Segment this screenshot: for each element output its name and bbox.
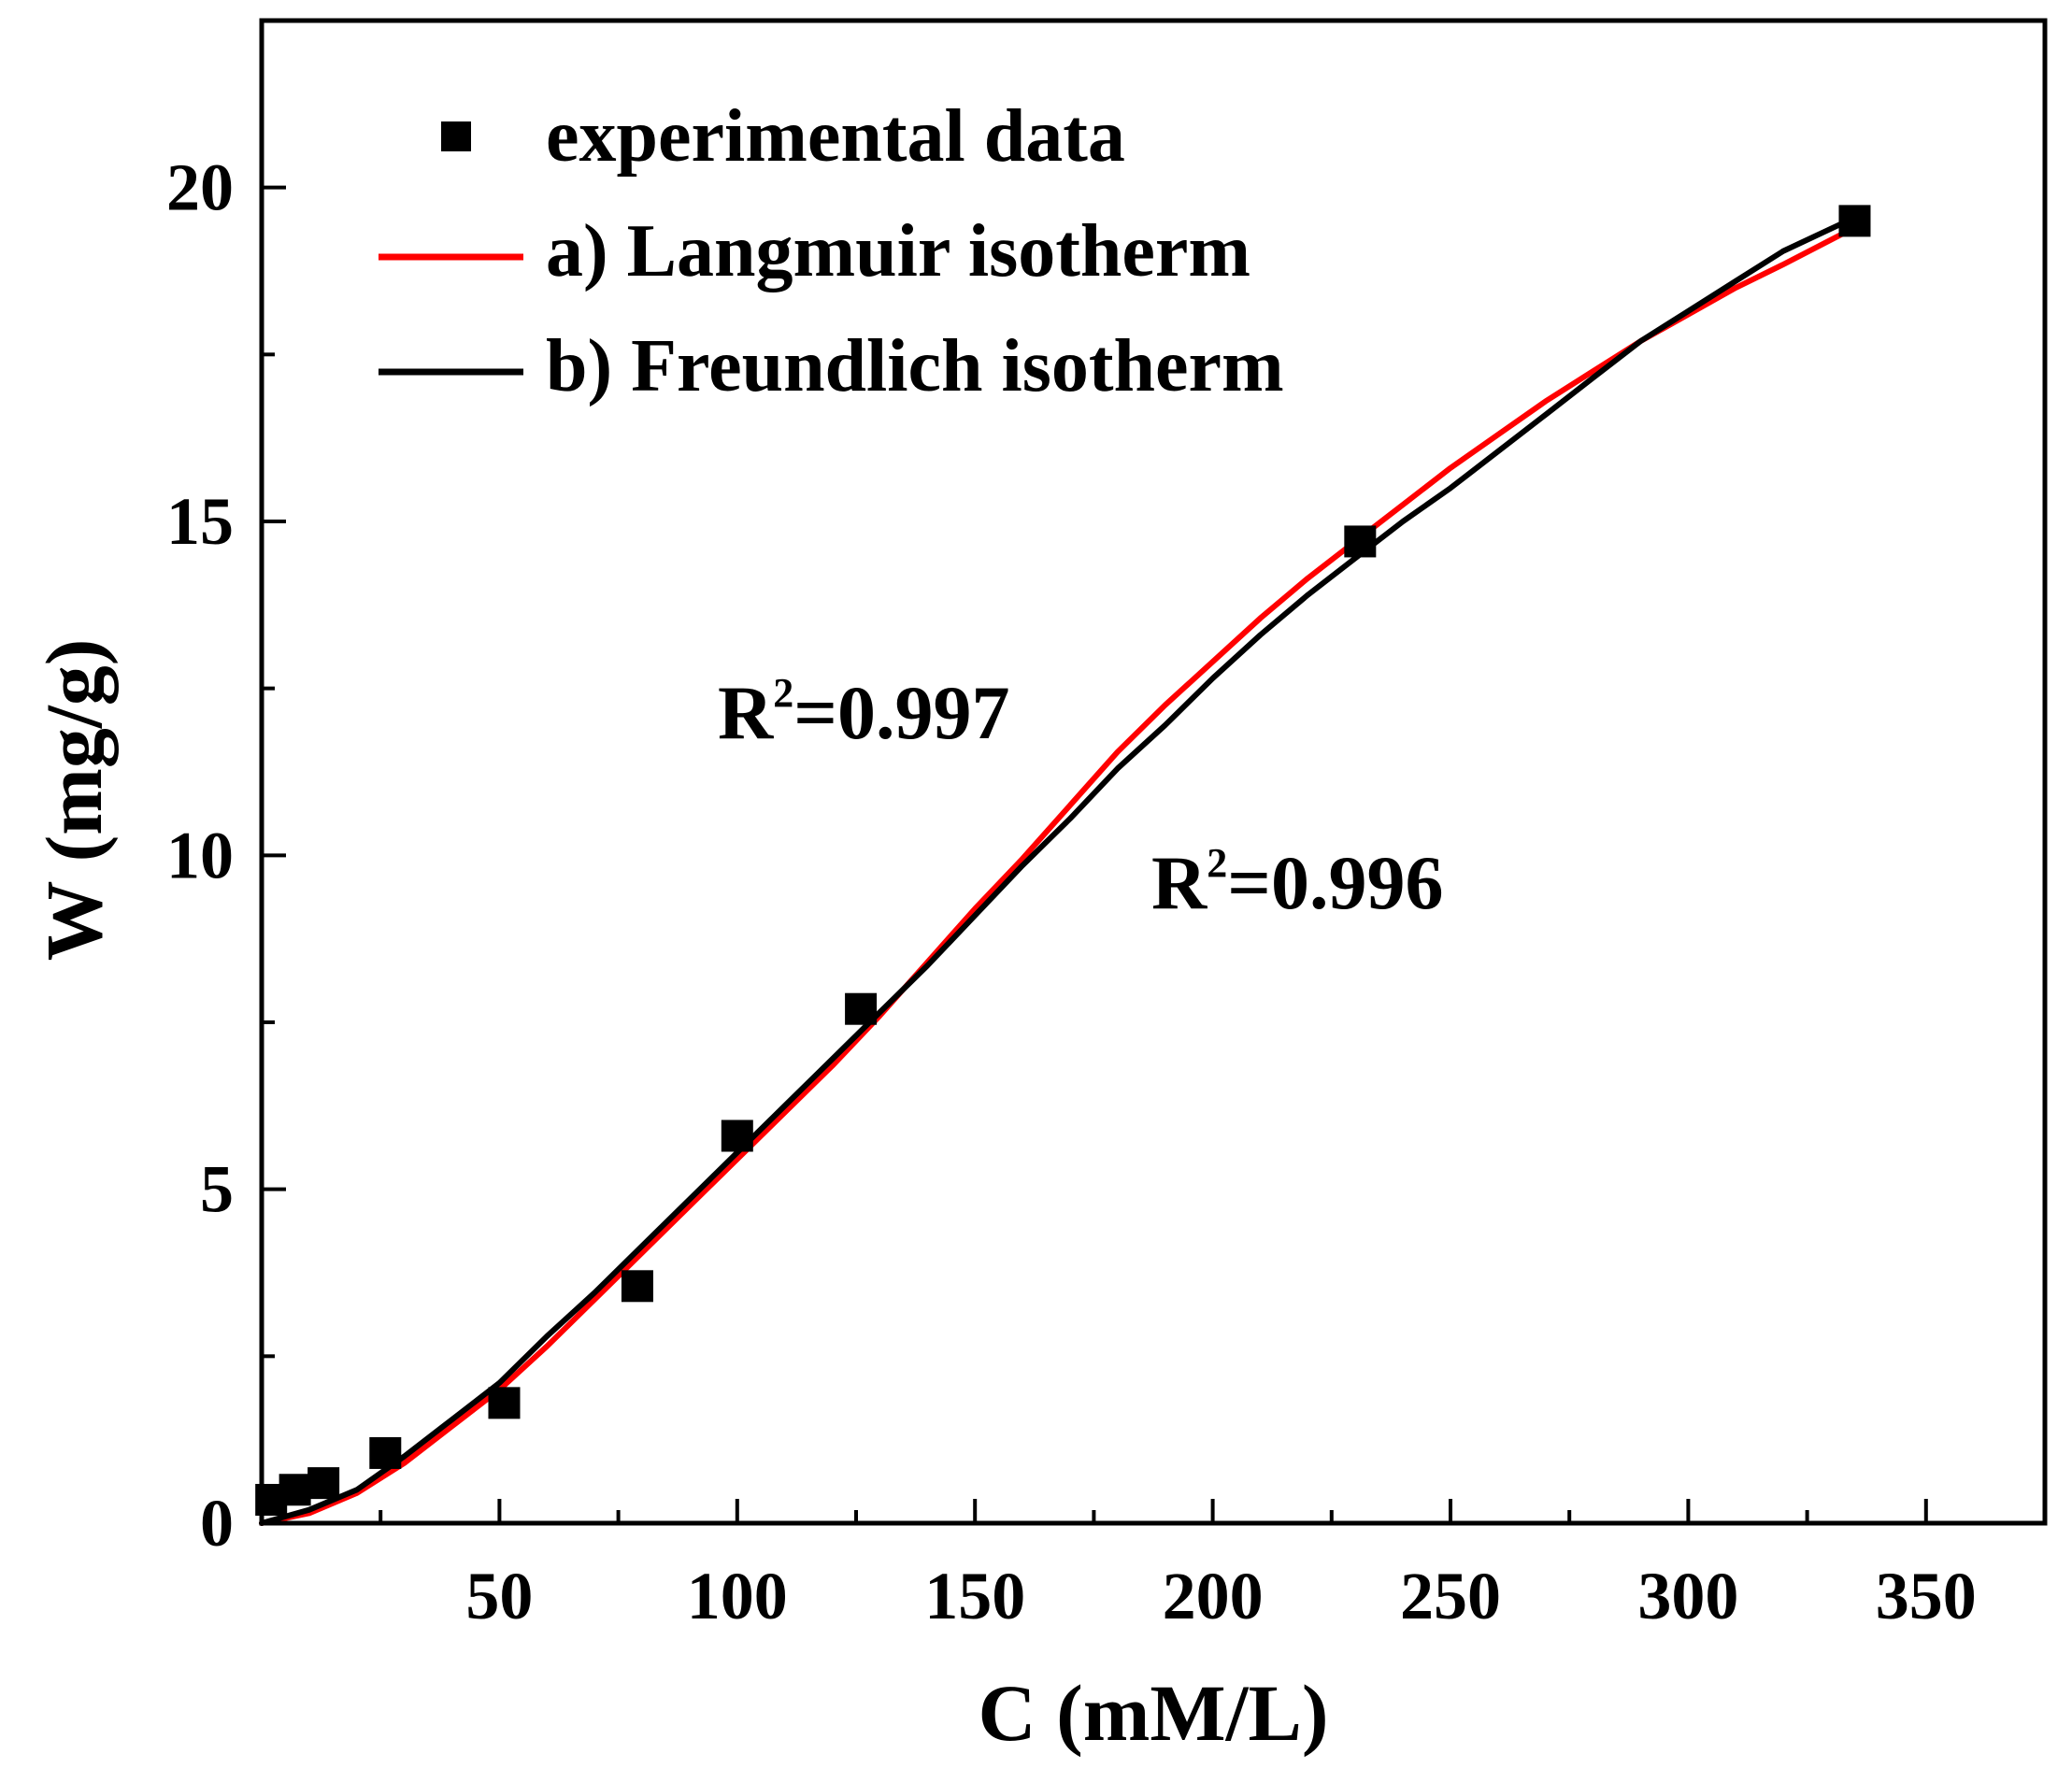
r2-freundlich-annotation: R2=0.996 [1151,840,1443,925]
legend-label-freundlich: b) Freundlich isotherm [546,325,1284,407]
langmuir-curve [259,224,1858,1526]
x-tick-label: 50 [465,1559,533,1633]
y-tick-label: 0 [200,1486,234,1561]
x-tick-label: 150 [924,1559,1025,1633]
y-tick-label: 15 [166,484,234,559]
x-axis-label: C (mM/L) [979,1668,1329,1758]
plot-frame [259,18,2048,1526]
legend-label-langmuir: a) Langmuir isotherm [546,210,1250,292]
x-tick-label: 350 [1876,1559,1977,1633]
data-point [279,1474,311,1506]
data-point [369,1436,402,1469]
data-point [721,1119,753,1152]
data-point [621,1270,653,1303]
r2-langmuir-annotation: R2=0.997 [718,670,1009,755]
r2-freundlich-base: R [1151,840,1207,925]
y-axis-label: W (mg/g) [29,639,119,962]
axes-layer: 50 100 150 200 250 300 350 0 5 10 15 20 [166,18,2048,1633]
freundlich-curve [259,214,1858,1526]
legend-marker-experimental [441,121,471,151]
legend: experimental data a) Langmuir isotherm b… [379,95,1284,407]
x-tick-label: 300 [1637,1559,1738,1633]
r2-freundlich-value: =0.996 [1227,840,1443,925]
data-point [307,1467,340,1500]
r2-freundlich-sup: 2 [1207,840,1227,886]
data-point [1838,205,1871,237]
r2-langmuir-sup: 2 [773,670,793,716]
data-point [488,1387,521,1419]
r2-langmuir-value: =0.997 [793,670,1009,755]
r2-langmuir-base: R [718,670,774,755]
y-tick-label: 10 [166,818,234,892]
x-tick-label: 100 [687,1559,788,1633]
y-tick-label: 5 [200,1152,234,1227]
x-tick-label: 200 [1163,1559,1264,1633]
data-point [845,992,878,1025]
data-point [1344,525,1377,558]
y-tick-label: 20 [166,150,234,225]
x-tick-label: 250 [1400,1559,1501,1633]
legend-label-experimental: experimental data [546,95,1125,178]
